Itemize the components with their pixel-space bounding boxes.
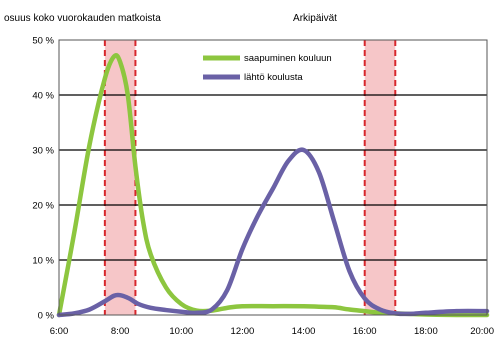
y-axis-label: osuus koko vuorokauden matkoista [4,13,161,24]
chart-title: Arkipäivät [293,13,337,24]
y-tick-label: 20 % [32,201,54,212]
legend: saapuminen kouluun lähtö koulusta [203,53,332,83]
plot-frame [58,39,488,316]
highlight-band-1 [364,40,396,315]
y-tick-label: 0 % [38,311,55,322]
x-tick-labels: 6:00 8:00 10:00 12:00 14:00 16:00 18:00 20:00 [50,326,494,337]
x-tick-label: 20:00 [470,326,494,337]
y-tick-label: 10 % [32,256,54,267]
series-line-1 [56,147,490,318]
x-tick-label: 18:00 [414,326,438,337]
y-tick-label: 50 % [32,36,54,47]
x-tick-label: 14:00 [292,326,316,337]
x-tick-label: 8:00 [111,326,130,337]
y-tick-label: 30 % [32,146,54,157]
legend-label-departure: lähtö koulusta [244,72,303,83]
legend-label-arrival: saapuminen kouluun [244,53,332,64]
highlight-bands [103,40,397,315]
x-tick-label: 12:00 [231,326,255,337]
x-tick-label: 16:00 [353,326,377,337]
y-tick-label: 40 % [32,91,54,102]
series-lines [56,53,490,318]
x-tick-label: 10:00 [169,326,193,337]
highlight-band-0 [104,40,136,315]
y-tick-labels: 0 % 10 % 20 % 30 % 40 % 50 % [32,36,54,322]
x-tick-label: 6:00 [50,326,69,337]
gridlines [59,94,487,261]
